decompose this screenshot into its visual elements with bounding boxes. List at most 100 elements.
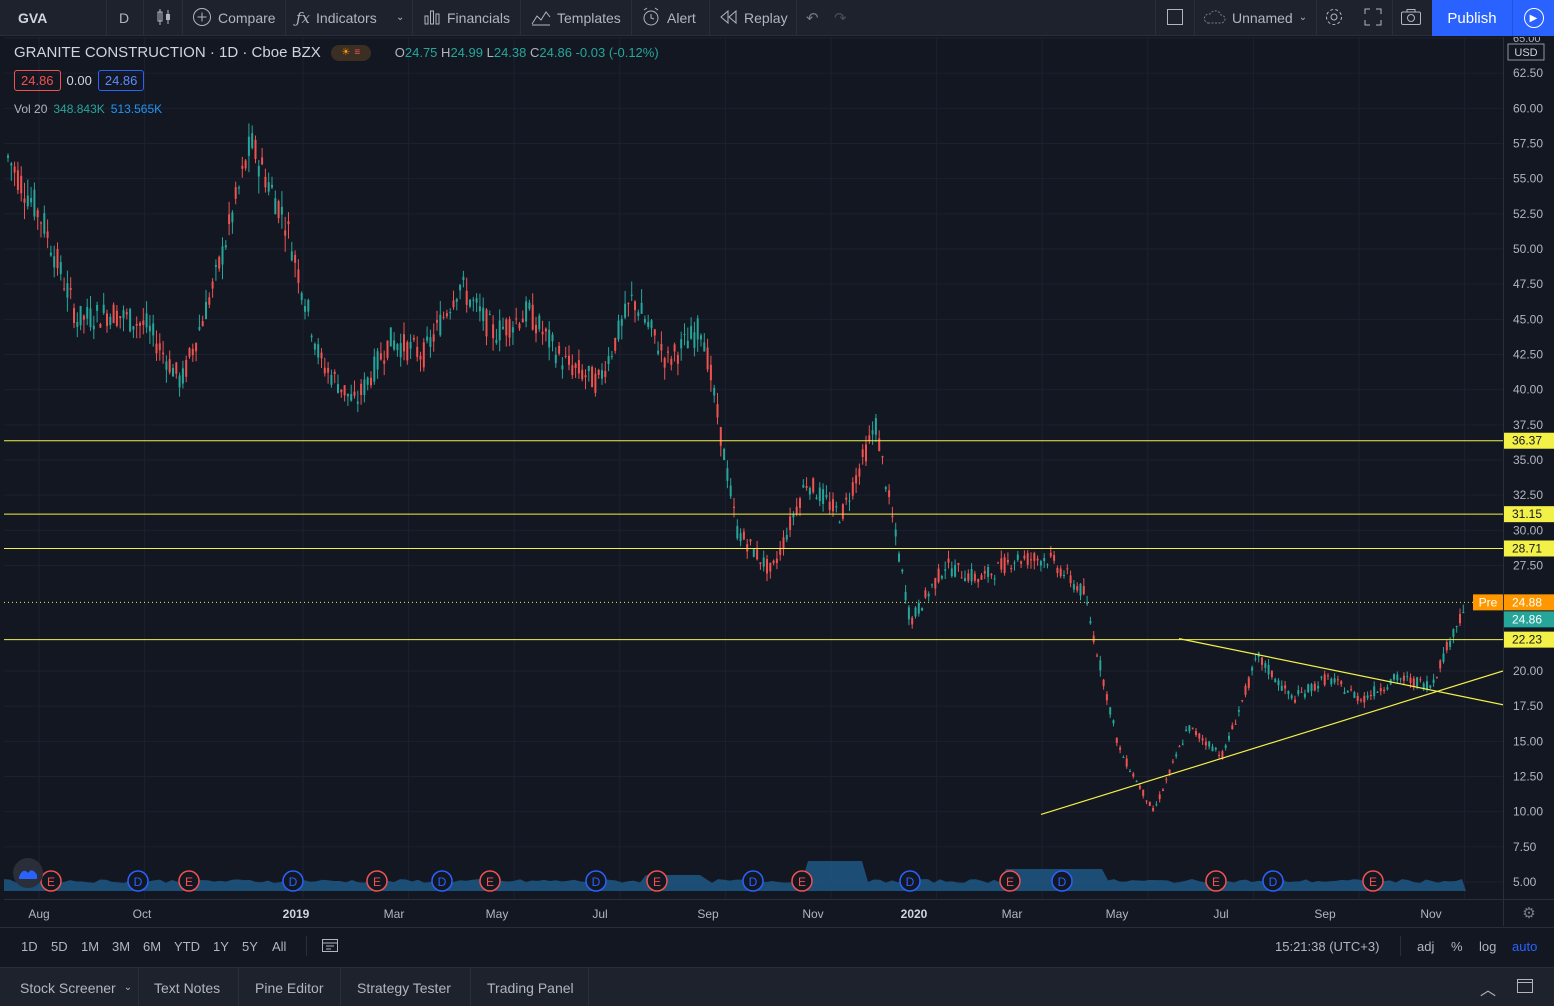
candle [142,307,145,335]
line-price-badge [1504,506,1554,523]
candle [1079,582,1082,601]
volume-area [4,861,1466,891]
candle-body [779,547,782,555]
settings-button[interactable] [1324,0,1344,36]
candle [1056,565,1059,578]
range-1m[interactable]: 1M [81,938,100,954]
range-1y[interactable]: 1Y [213,938,229,954]
expand-icon [1364,8,1382,29]
candle [964,570,966,582]
candle-body [1303,693,1306,698]
candle [884,485,887,493]
candle [693,321,696,357]
maximize-panel-button[interactable] [1516,968,1534,1006]
candle-body [647,321,650,327]
clock-time[interactable]: 15:21:38 (UTC+3) [1275,938,1380,954]
candle-body [208,297,211,305]
alert-button[interactable]: Alert [641,0,696,36]
candle-body [1284,685,1287,689]
play-button[interactable]: ▶ [1512,0,1554,36]
interval-button[interactable]: D [119,0,129,36]
candle-body [1020,561,1023,564]
candle-body [561,365,564,370]
fullscreen-layout-button[interactable] [1166,0,1184,36]
range-6m[interactable]: 6M [143,938,162,954]
publish-button[interactable]: Publish [1432,0,1512,36]
candle-body [1089,621,1092,624]
candle [297,259,300,294]
adj-toggle[interactable]: adj [1417,938,1435,954]
candle [934,577,937,596]
market-status-badge[interactable]: ☀ ≡ [330,44,371,61]
price-tick-label: 52.50 [1513,207,1543,221]
compare-button[interactable]: Compare [192,0,276,36]
redo-button[interactable]: ↷ [834,0,847,36]
candle-body [485,309,488,337]
percent-toggle[interactable]: % [1451,938,1463,954]
candle-body [1171,761,1174,763]
tab-text-notes[interactable]: Text Notes [154,979,221,996]
candle-body [1343,692,1346,694]
range-all[interactable]: All [272,938,287,954]
event-circle [431,870,453,892]
axis-settings-button[interactable]: ⚙ [1503,899,1554,926]
candle-body [1360,699,1362,701]
bid-box[interactable]: 24.86 [14,70,61,91]
range-ytd[interactable]: YTD [174,938,200,954]
candle [716,392,719,425]
symbol-search-button[interactable]: GVA [18,0,47,36]
range-5d[interactable]: 5D [51,938,68,954]
templates-button[interactable]: Templates [531,0,621,36]
candle-body [1234,723,1237,725]
range-5y[interactable]: 5Y [242,938,258,954]
undo-button[interactable]: ↶ [806,0,819,36]
replay-button[interactable]: Replay [720,0,788,36]
candle [442,311,445,320]
indicators-button[interactable]: ƒx Indicators [296,0,377,36]
price-tick-label: 20.00 [1513,664,1543,678]
candle-body [851,482,854,496]
candle-body [667,351,669,353]
play-icon: ▶ [1523,8,1544,28]
auto-toggle[interactable]: auto [1512,938,1538,954]
candle [43,205,46,238]
candle [1145,800,1148,805]
candle-body [422,342,425,368]
go-to-date-button[interactable] [321,928,339,964]
tab-strategy-tester[interactable]: Strategy Tester [357,979,451,996]
tab-pine-editor[interactable]: Pine Editor [255,979,324,996]
price-axis[interactable]: 62.50 60.00 57.50 55.00 52.50 50.00 47.50 45.00… [1503,33,1554,899]
indicators-dropdown[interactable]: ⌄ [396,0,404,36]
candle-body [304,306,306,312]
fullscreen-button[interactable] [1364,0,1382,36]
range-1d[interactable]: 1D [21,938,38,954]
ask-box[interactable]: 24.86 [97,70,145,91]
financials-button[interactable]: Financials [423,0,510,36]
candle [73,303,75,329]
tab-stock-screener[interactable]: Stock Screener ⌄ [20,968,132,1006]
candle [337,374,339,394]
candle [1432,673,1435,687]
log-toggle[interactable]: log [1479,938,1497,954]
tab-trading-panel[interactable]: Trading Panel [487,979,574,996]
candle-body [102,304,105,313]
time-axis[interactable]: Aug Oct 2019 Mar May Jul Sep Nov 2020 Mar May Jul Se… [4,899,1503,926]
layout-name-button[interactable]: Unnamed ⌄ [1202,0,1307,36]
candle [175,361,178,379]
candle [980,572,983,580]
candle [1224,743,1227,751]
candle-body [947,558,950,563]
candle-body [254,139,257,159]
candle-body [462,276,465,281]
candle-body [1195,731,1197,736]
candle [1158,791,1161,803]
candle-body [122,310,125,319]
candle-body [993,578,996,580]
range-3m[interactable]: 3M [112,938,131,954]
snapshot-button[interactable] [1400,0,1422,36]
chart-type-button[interactable] [155,0,173,36]
chart-pane[interactable]: E D E D E D E D E D E D E D E D E Pre [4,37,1503,899]
collapse-panel-button[interactable]: ︿ [1480,968,1496,1006]
candlestick-chart[interactable]: E D E D E D E D E D E D E D E D E Pre [4,37,1503,899]
candle [317,338,320,365]
